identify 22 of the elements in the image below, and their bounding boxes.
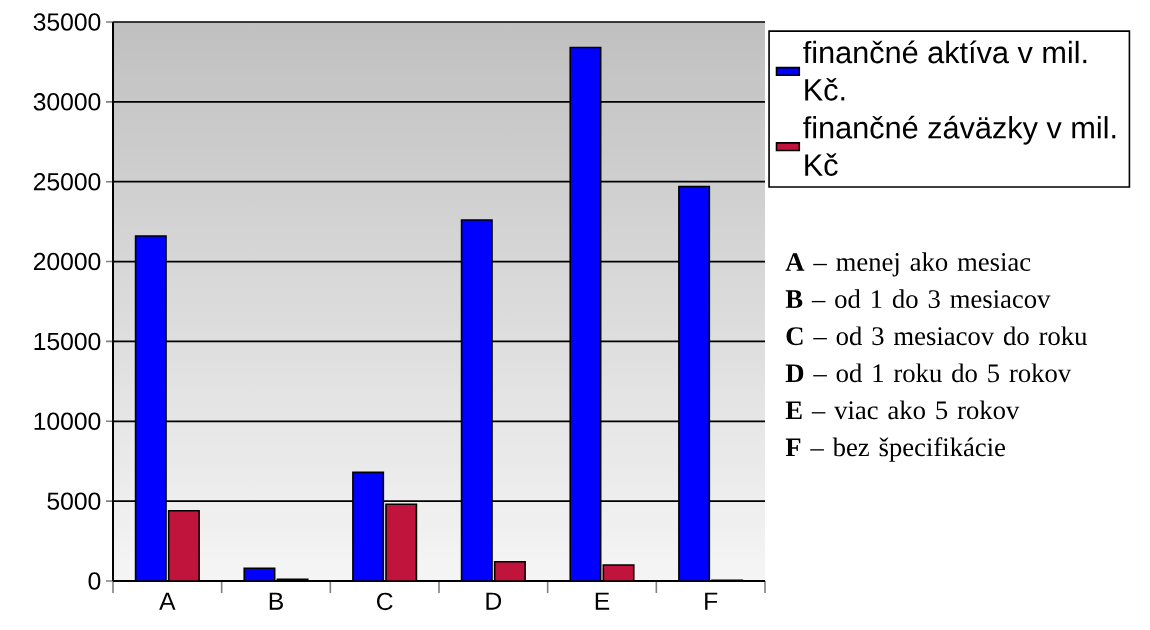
x-tick-label: E	[595, 592, 610, 610]
legend-label: finančné záväzky v mil. Kč	[803, 115, 1116, 176]
text: B – od 1 do 3 mesiacov	[785, 289, 1051, 309]
text: E – viac ako 5 rokov	[785, 400, 1020, 420]
y-tick-label: 30000	[33, 93, 101, 111]
y-tick-label: 10000	[34, 412, 101, 431]
x-tick-label: D	[486, 592, 502, 610]
text: F – bez špecifikácie	[785, 437, 1005, 462]
y-tick-label: 15000	[34, 332, 101, 351]
x-tick-label: B	[269, 592, 283, 610]
y-tick-label: 25000	[33, 172, 101, 191]
text: A – menej ako mesiac	[785, 252, 1031, 277]
y-tick-label: 35000	[33, 13, 101, 31]
y-tick-label: 0	[88, 572, 101, 590]
y-tick-label: 20000	[33, 252, 101, 271]
x-tick-label: A	[159, 592, 176, 610]
legend-label: finančné aktíva v mil. Kč.	[803, 40, 1087, 101]
x-tick-label: C	[377, 592, 393, 611]
x-tick-label: F	[705, 592, 718, 610]
text: C – od 3 mesiacov do roku	[786, 326, 1087, 346]
y-tick-label: 5000	[47, 492, 101, 510]
text: D – od 1 roku do 5 rokov	[785, 363, 1072, 383]
